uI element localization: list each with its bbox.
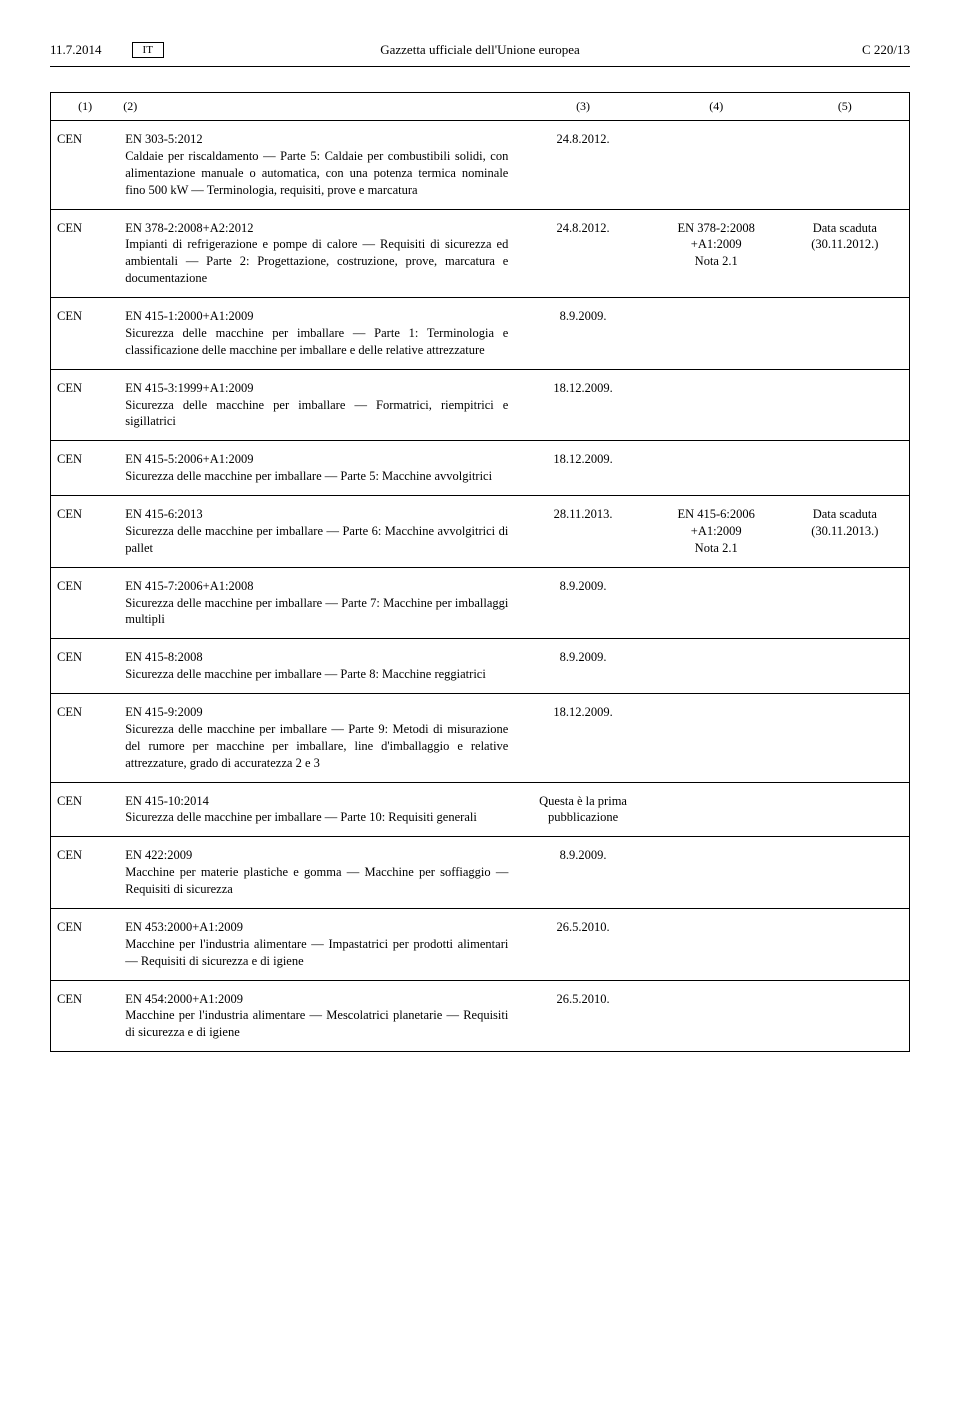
cell-note [781,567,910,639]
table-row: CENEN 415-5:2006+A1:2009 Sicurezza delle… [51,441,910,496]
table-row: CENEN 453:2000+A1:2009 Macchine per l'in… [51,908,910,980]
cell-org: CEN [51,441,120,496]
cell-note [781,121,910,210]
cell-date: 26.5.2010. [514,980,651,1052]
cell-ref [652,908,781,980]
standards-table: (1) (2) (3) (4) (5) CENEN 303-5:2012 Cal… [50,92,910,1052]
cell-ref [652,782,781,837]
cell-note [781,908,910,980]
cell-desc: EN 454:2000+A1:2009 Macchine per l'indus… [119,980,514,1052]
cell-desc: EN 415-6:2013 Sicurezza delle macchine p… [119,496,514,568]
cell-desc: EN 415-10:2014 Sicurezza delle macchine … [119,782,514,837]
cell-note [781,837,910,909]
table-row: CENEN 415-10:2014 Sicurezza delle macchi… [51,782,910,837]
cell-desc: EN 415-7:2006+A1:2008 Sicurezza delle ma… [119,567,514,639]
cell-date: 8.9.2009. [514,298,651,370]
table-row: CENEN 415-6:2013 Sicurezza delle macchin… [51,496,910,568]
cell-org: CEN [51,782,120,837]
cell-desc: EN 415-8:2008 Sicurezza delle macchine p… [119,639,514,694]
cell-desc: EN 415-9:2009 Sicurezza delle macchine p… [119,694,514,783]
col-header-1: (1) [51,93,120,121]
cell-ref: EN 378-2:2008 +A1:2009 Nota 2.1 [652,209,781,298]
table-row: CENEN 415-7:2006+A1:2008 Sicurezza delle… [51,567,910,639]
cell-desc: EN 415-3:1999+A1:2009 Sicurezza delle ma… [119,369,514,441]
page-header: 11.7.2014 IT Gazzetta ufficiale dell'Uni… [50,40,910,60]
cell-date: 18.12.2009. [514,694,651,783]
header-divider [50,66,910,67]
cell-ref [652,567,781,639]
cell-date: 8.9.2009. [514,567,651,639]
table-row: CENEN 303-5:2012 Caldaie per riscaldamen… [51,121,910,210]
cell-ref [652,980,781,1052]
cell-note [781,441,910,496]
cell-org: CEN [51,209,120,298]
cell-ref [652,121,781,210]
cell-note [781,298,910,370]
cell-date: 24.8.2012. [514,209,651,298]
cell-note [781,694,910,783]
cell-desc: EN 453:2000+A1:2009 Macchine per l'indus… [119,908,514,980]
cell-ref [652,694,781,783]
cell-note: Data scaduta (30.11.2013.) [781,496,910,568]
col-header-4: (4) [652,93,781,121]
table-row: CENEN 378-2:2008+A2:2012 Impianti di ref… [51,209,910,298]
cell-date: 8.9.2009. [514,639,651,694]
header-title: Gazzetta ufficiale dell'Unione europea [50,42,910,58]
cell-date: 8.9.2009. [514,837,651,909]
cell-desc: EN 422:2009 Macchine per materie plastic… [119,837,514,909]
cell-date: 18.12.2009. [514,369,651,441]
cell-date: Questa è la prima pubblicazione [514,782,651,837]
cell-ref [652,298,781,370]
table-row: CENEN 415-9:2009 Sicurezza delle macchin… [51,694,910,783]
table-row: CENEN 415-3:1999+A1:2009 Sicurezza delle… [51,369,910,441]
cell-note [781,639,910,694]
cell-org: CEN [51,980,120,1052]
cell-ref [652,639,781,694]
col-header-5: (5) [781,93,910,121]
cell-ref: EN 415-6:2006 +A1:2009 Nota 2.1 [652,496,781,568]
cell-org: CEN [51,369,120,441]
cell-org: CEN [51,908,120,980]
cell-date: 26.5.2010. [514,908,651,980]
col-header-3: (3) [514,93,651,121]
cell-desc: EN 378-2:2008+A2:2012 Impianti di refrig… [119,209,514,298]
cell-date: 18.12.2009. [514,441,651,496]
table-row: CENEN 454:2000+A1:2009 Macchine per l'in… [51,980,910,1052]
table-row: CENEN 415-1:2000+A1:2009 Sicurezza delle… [51,298,910,370]
table-row: CENEN 415-8:2008 Sicurezza delle macchin… [51,639,910,694]
cell-date: 28.11.2013. [514,496,651,568]
cell-org: CEN [51,694,120,783]
cell-date: 24.8.2012. [514,121,651,210]
cell-ref [652,369,781,441]
cell-org: CEN [51,837,120,909]
cell-note [781,369,910,441]
cell-org: CEN [51,496,120,568]
cell-org: CEN [51,121,120,210]
col-header-2: (2) [119,93,514,121]
table-row: CENEN 422:2009 Macchine per materie plas… [51,837,910,909]
cell-ref [652,441,781,496]
cell-org: CEN [51,298,120,370]
cell-note: Data scaduta (30.11.2012.) [781,209,910,298]
cell-note [781,980,910,1052]
cell-org: CEN [51,639,120,694]
cell-desc: EN 303-5:2012 Caldaie per riscaldamento … [119,121,514,210]
cell-org: CEN [51,567,120,639]
table-header-row: (1) (2) (3) (4) (5) [51,93,910,121]
cell-note [781,782,910,837]
cell-desc: EN 415-1:2000+A1:2009 Sicurezza delle ma… [119,298,514,370]
cell-ref [652,837,781,909]
cell-desc: EN 415-5:2006+A1:2009 Sicurezza delle ma… [119,441,514,496]
header-page-ref: C 220/13 [862,42,910,58]
